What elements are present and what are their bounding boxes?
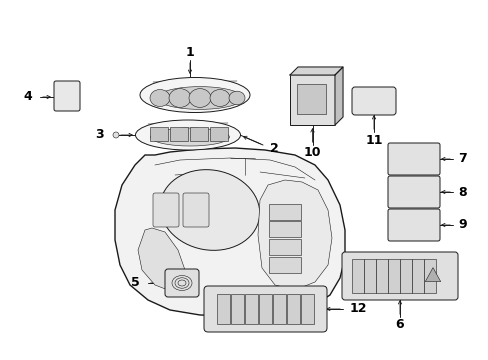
Polygon shape	[138, 228, 184, 290]
FancyBboxPatch shape	[153, 193, 179, 227]
Text: 12: 12	[349, 302, 367, 315]
Ellipse shape	[160, 170, 259, 250]
FancyBboxPatch shape	[351, 87, 395, 115]
FancyBboxPatch shape	[244, 294, 258, 324]
FancyBboxPatch shape	[190, 127, 207, 141]
Polygon shape	[115, 148, 345, 316]
Ellipse shape	[140, 77, 249, 112]
FancyBboxPatch shape	[259, 294, 271, 324]
FancyBboxPatch shape	[164, 269, 199, 297]
FancyBboxPatch shape	[209, 127, 227, 141]
FancyBboxPatch shape	[150, 127, 168, 141]
FancyBboxPatch shape	[183, 193, 208, 227]
Polygon shape	[334, 67, 342, 125]
FancyBboxPatch shape	[341, 252, 457, 300]
Text: 2: 2	[269, 141, 278, 154]
Text: 7: 7	[457, 153, 466, 166]
FancyBboxPatch shape	[268, 257, 301, 273]
Text: 3: 3	[95, 129, 104, 141]
Ellipse shape	[189, 89, 210, 107]
FancyBboxPatch shape	[268, 239, 301, 255]
FancyBboxPatch shape	[268, 221, 301, 237]
Text: 5: 5	[131, 276, 140, 289]
FancyBboxPatch shape	[375, 259, 387, 293]
Ellipse shape	[157, 87, 243, 109]
Polygon shape	[289, 67, 342, 75]
FancyBboxPatch shape	[423, 259, 435, 293]
FancyBboxPatch shape	[217, 294, 229, 324]
FancyBboxPatch shape	[268, 204, 301, 220]
FancyBboxPatch shape	[289, 75, 334, 125]
FancyBboxPatch shape	[272, 294, 285, 324]
Text: 8: 8	[457, 185, 466, 198]
FancyBboxPatch shape	[387, 176, 439, 208]
FancyBboxPatch shape	[286, 294, 299, 324]
Text: 11: 11	[365, 134, 382, 147]
Ellipse shape	[209, 90, 229, 107]
FancyBboxPatch shape	[387, 259, 399, 293]
FancyBboxPatch shape	[203, 286, 326, 332]
Ellipse shape	[113, 132, 119, 138]
Ellipse shape	[150, 128, 229, 146]
FancyBboxPatch shape	[387, 209, 439, 241]
Text: 10: 10	[303, 147, 321, 159]
Text: 6: 6	[395, 319, 404, 332]
Ellipse shape	[150, 90, 170, 107]
FancyBboxPatch shape	[296, 84, 325, 114]
FancyBboxPatch shape	[301, 294, 313, 324]
FancyBboxPatch shape	[387, 143, 439, 175]
FancyBboxPatch shape	[351, 259, 363, 293]
FancyBboxPatch shape	[411, 259, 423, 293]
FancyBboxPatch shape	[399, 259, 411, 293]
Ellipse shape	[169, 89, 191, 107]
Text: 4: 4	[23, 90, 32, 104]
Text: 9: 9	[457, 219, 466, 231]
Ellipse shape	[228, 91, 244, 105]
Text: 1: 1	[185, 45, 194, 58]
FancyBboxPatch shape	[363, 259, 375, 293]
FancyBboxPatch shape	[170, 127, 187, 141]
FancyBboxPatch shape	[54, 81, 80, 111]
Polygon shape	[258, 180, 331, 290]
Polygon shape	[425, 267, 440, 282]
Ellipse shape	[135, 120, 240, 150]
FancyBboxPatch shape	[230, 294, 244, 324]
